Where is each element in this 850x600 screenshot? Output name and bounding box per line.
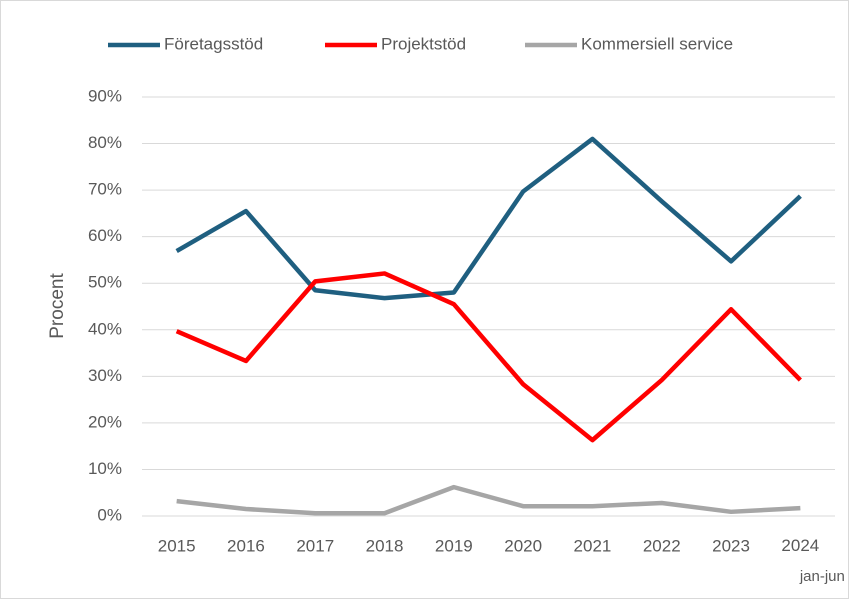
- y-tick-label: 70%: [88, 180, 122, 199]
- y-tick-label: 0%: [97, 505, 122, 524]
- y-tick-label: 30%: [88, 366, 122, 385]
- x-tick-label: 2016: [227, 536, 265, 555]
- y-tick-label: 50%: [88, 273, 122, 292]
- y-axis-label: Procent: [47, 273, 68, 339]
- series-line: [176, 484, 801, 516]
- series-line: [175, 271, 802, 443]
- x-tick-label: 2022: [643, 536, 681, 555]
- x-tick-label: 2019: [435, 536, 473, 555]
- x-tick-label: 2015: [158, 536, 196, 555]
- y-tick-label: 40%: [88, 319, 122, 338]
- legend-label: Kommersiell service: [581, 34, 733, 53]
- x-tick-label: 2017: [296, 536, 334, 555]
- x-tick-label: 2023: [712, 536, 750, 555]
- y-tick-label: 90%: [88, 86, 122, 105]
- y-tick-label: 80%: [88, 133, 122, 152]
- y-tick-label: 10%: [88, 459, 122, 478]
- series-line: [175, 136, 802, 301]
- legend-label: Projektstöd: [381, 34, 466, 53]
- y-tick-label: 20%: [88, 412, 122, 431]
- x-tick-label: 2024 jan-jun: [781, 536, 844, 584]
- x-tick-label: 2020: [504, 536, 542, 555]
- x-tick-label: 2021: [574, 536, 612, 555]
- legend-label: Företagsstöd: [164, 34, 263, 53]
- y-tick-label: 60%: [88, 226, 122, 245]
- x-tick-label: 2018: [366, 536, 404, 555]
